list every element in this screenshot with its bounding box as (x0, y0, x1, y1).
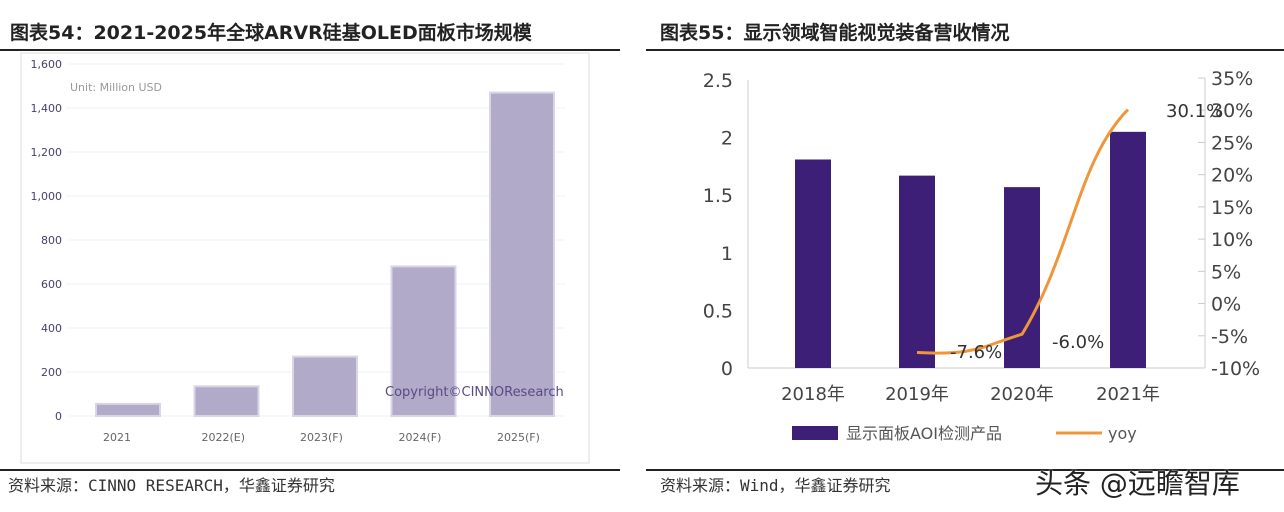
chart55-left-ytick-label: 2.5 (703, 70, 733, 92)
chart55-source: 资料来源：Wind，华鑫证券研究 (660, 476, 891, 495)
chart55-right-ytick-label: -10% (1211, 358, 1260, 380)
chart55-left-ytick-label: 0 (721, 358, 733, 380)
chart55-xtick-label: 2019年 (885, 384, 949, 405)
chart55-right-ytick-label: -5% (1211, 326, 1248, 348)
chart55-bar (1004, 187, 1040, 368)
chart54-bottom-rule (0, 469, 620, 471)
chart55-bar (1110, 131, 1146, 368)
chart54-ytick-label: 1,600 (31, 58, 63, 71)
chart54-xtick-label: 2025(F) (497, 431, 540, 444)
chart55-legend-line-label: yoy (1108, 424, 1137, 443)
chart55-data-label: -6.0% (1052, 332, 1104, 353)
chart55-data-label: 30.1% (1166, 101, 1223, 122)
chart55-data-label: -7.6% (950, 342, 1002, 363)
chart54-xtick-label: 2022(E) (202, 431, 246, 444)
chart55-bar (795, 159, 831, 368)
chart55-right-ytick-label: 35% (1211, 68, 1253, 90)
chart55-left-ytick-label: 1 (721, 243, 733, 265)
chart54-xtick-label: 2023(F) (300, 431, 343, 444)
chart54-ytick-label: 1,200 (31, 146, 63, 159)
chart55-title: 图表55：显示领域智能视觉装备营收情况 (660, 22, 1010, 44)
chart55-bottom-rule (646, 469, 1284, 471)
chart55-right-ytick-label: 15% (1211, 197, 1253, 219)
chart55-left-ytick-label: 1.5 (703, 185, 733, 207)
chart54-source: 资料来源：CINNO RESEARCH，华鑫证券研究 (8, 476, 335, 495)
chart54-bar (390, 265, 457, 417)
chart55-right-ytick-label: 5% (1211, 261, 1241, 283)
chart55-xtick-label: 2020年 (990, 384, 1054, 405)
chart54-bar (95, 402, 161, 417)
chart54-top-rule (0, 49, 620, 51)
chart54-unit-label: Unit: Million USD (70, 81, 162, 94)
chart54-bar (193, 385, 260, 417)
chart55-xtick-label: 2021年 (1096, 384, 1160, 405)
chart55-top-rule (646, 49, 1284, 51)
chart55-legend-bar-label: 显示面板AOI检测产品 (846, 424, 1002, 443)
chart54-copyright-watermark: Copyright©CINNOResearch (385, 385, 564, 400)
chart55-right-ytick-label: 30% (1211, 100, 1253, 122)
chart55-legend-bar-swatch (792, 426, 838, 440)
chart55-right-ytick-label: 0% (1211, 294, 1241, 316)
chart54-ytick-label: 800 (41, 234, 62, 247)
chart54-bar (489, 91, 555, 417)
chart55-left-ytick-label: 0.5 (703, 300, 733, 322)
chart55-xtick-label: 2018年 (781, 384, 845, 405)
chart54-ytick-label: 1,400 (31, 102, 63, 115)
chart54-ytick-label: 600 (41, 278, 62, 291)
chart54-xtick-label: 2024(F) (399, 431, 442, 444)
site-watermark: 头条 @远瞻智库 (1035, 467, 1240, 500)
chart54-title: 图表54：2021-2025年全球ARVR硅基OLED面板市场规模 (10, 22, 532, 44)
chart55-right-ytick-label: 20% (1211, 165, 1253, 187)
chart54-ytick-label: 400 (41, 322, 62, 335)
chart54-ytick-label: 0 (55, 410, 62, 423)
chart54-ytick-label: 1,000 (31, 190, 63, 203)
chart54-xtick-label: 2021 (103, 431, 131, 444)
chart54-ytick-label: 200 (41, 366, 62, 379)
chart54-bar (292, 355, 358, 418)
chart55-yoy-line (916, 108, 1130, 355)
chart55-bar (899, 175, 935, 368)
chart55-left-ytick-label: 2 (721, 128, 733, 150)
chart55-right-ytick-label: 10% (1211, 229, 1253, 251)
chart55-right-ytick-label: 25% (1211, 132, 1253, 154)
